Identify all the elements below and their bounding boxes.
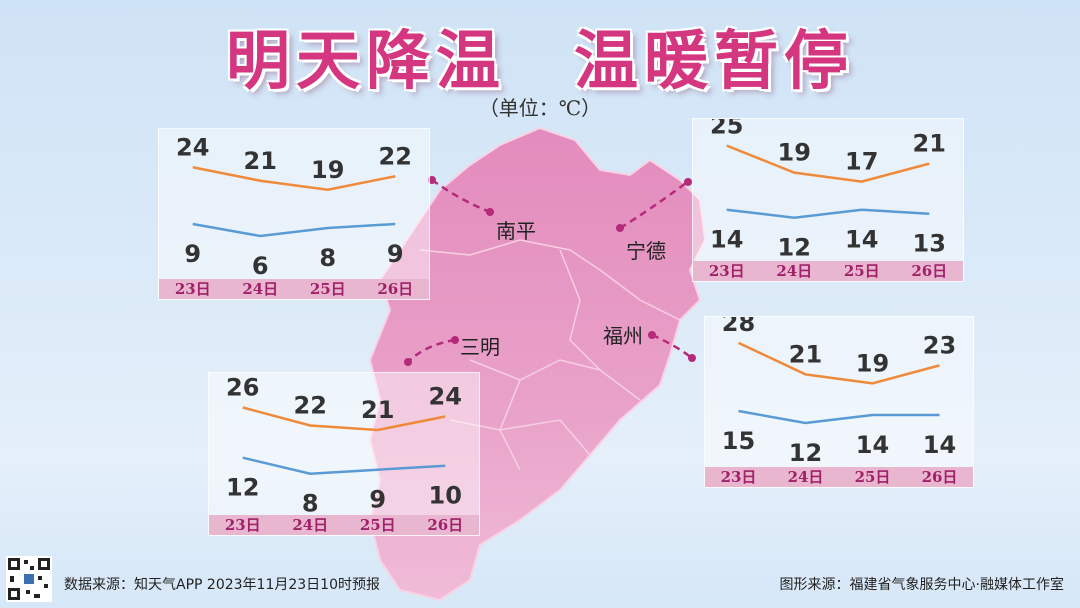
high-temp-label: 17 <box>845 148 878 176</box>
date-label: 23日 <box>720 468 757 486</box>
forecast-chart: 26 22 21 24 12 8 9 10 <box>226 373 462 515</box>
low-temp-line <box>242 456 446 475</box>
high-temp-label: 19 <box>311 156 344 184</box>
high-temp-label: 21 <box>789 340 822 368</box>
high-temp-line <box>192 166 396 192</box>
low-temp-line <box>192 222 396 238</box>
low-temp-label: 9 <box>387 240 404 268</box>
high-temp-label: 19 <box>778 139 811 167</box>
date-label: 24日 <box>776 262 813 280</box>
high-temp-line <box>242 406 446 432</box>
date-label: 24日 <box>242 280 279 298</box>
low-temp-label: 14 <box>856 431 889 459</box>
city-label-fuzhou: 福州 <box>603 324 643 348</box>
low-temp-label: 14 <box>845 226 878 254</box>
low-temp-line <box>726 208 930 219</box>
low-temp-label: 12 <box>789 439 822 467</box>
high-temp-label: 21 <box>244 147 277 175</box>
low-temp-label: 9 <box>184 240 201 268</box>
high-temp-label: 25 <box>710 119 743 140</box>
date-bar: 23日 24日 25日 26日 <box>693 261 963 281</box>
date-label: 26日 <box>921 468 958 486</box>
high-temp-label: 23 <box>923 331 956 359</box>
date-bar: 23日 24日 25日 26日 <box>209 515 479 535</box>
high-temp-line <box>726 144 930 183</box>
date-label: 26日 <box>377 280 414 298</box>
date-label: 25日 <box>854 468 891 486</box>
high-temp-label: 21 <box>361 396 394 424</box>
title-left: 明天降温 <box>226 25 506 99</box>
map-shape <box>368 126 707 602</box>
map-borders <box>419 239 681 471</box>
date-bar: 23日 24日 25日 26日 <box>705 467 973 487</box>
date-label: 26日 <box>427 516 464 534</box>
date-label: 24日 <box>787 468 824 486</box>
high-temp-label: 21 <box>913 130 946 158</box>
forecast-panel-fuzhou: 28 21 19 23 15 12 14 14 23日 24日 25日 26日 <box>704 316 974 488</box>
city-label-nanping: 南平 <box>496 219 536 243</box>
low-temp-line <box>738 409 940 425</box>
forecast-panel-ningde: 25 19 17 21 14 12 14 13 23日 24日 25日 26日 <box>692 118 964 282</box>
low-temp-label: 12 <box>778 234 811 261</box>
low-temp-label: 13 <box>913 230 946 258</box>
high-temp-label: 24 <box>429 382 462 410</box>
low-temp-label: 15 <box>722 427 755 455</box>
high-temp-label: 24 <box>176 133 209 161</box>
high-temp-label: 22 <box>379 142 412 170</box>
title-right: 温暖暂停 <box>574 25 854 99</box>
low-temp-label: 14 <box>923 431 956 459</box>
unit-label: （单位：℃） <box>478 96 602 120</box>
date-label: 25日 <box>843 262 880 280</box>
date-label: 23日 <box>174 280 211 298</box>
high-temp-label: 28 <box>722 317 755 337</box>
forecast-chart: 24 21 19 22 9 6 8 9 <box>176 133 412 279</box>
low-temp-label: 8 <box>319 244 336 272</box>
footer-data-source: 数据来源：知天气APP 2023年11月23日10时预报 <box>64 577 380 593</box>
low-temp-label: 12 <box>226 474 259 502</box>
date-label: 25日 <box>359 516 396 534</box>
high-temp-line <box>737 341 940 385</box>
forecast-panel-sanming: 26 22 21 24 12 8 9 10 23日 24日 25日 26日 <box>208 372 480 536</box>
low-temp-label: 10 <box>429 482 462 510</box>
footer-graphic-source: 图形来源：福建省气象服务中心·融媒体工作室 <box>779 577 1064 593</box>
forecast-panel-nanping: 24 21 19 22 9 6 8 9 23日 24日 25日 26日 <box>158 128 430 300</box>
city-label-sanming: 三明 <box>460 335 500 359</box>
high-temp-label: 19 <box>856 349 889 377</box>
high-temp-label: 22 <box>294 391 327 419</box>
date-label: 24日 <box>292 516 329 534</box>
page-title: 明天降温 温暖暂停 <box>0 10 1080 102</box>
low-temp-label: 8 <box>302 490 319 515</box>
date-label: 25日 <box>309 280 346 298</box>
date-label: 23日 <box>708 262 745 280</box>
connector-dots <box>404 176 696 366</box>
low-temp-label: 14 <box>710 226 743 254</box>
qr-code <box>6 556 52 602</box>
date-label: 26日 <box>911 262 948 280</box>
date-label: 23日 <box>224 516 261 534</box>
forecast-chart: 25 19 17 21 14 12 14 13 <box>710 119 946 261</box>
forecast-chart: 28 21 19 23 15 12 14 14 <box>722 317 956 467</box>
high-temp-label: 26 <box>226 373 259 401</box>
city-label-ningde: 宁德 <box>626 239 666 263</box>
low-temp-label: 6 <box>252 252 269 279</box>
low-temp-label: 9 <box>369 486 386 514</box>
date-bar: 23日 24日 25日 26日 <box>159 279 429 299</box>
